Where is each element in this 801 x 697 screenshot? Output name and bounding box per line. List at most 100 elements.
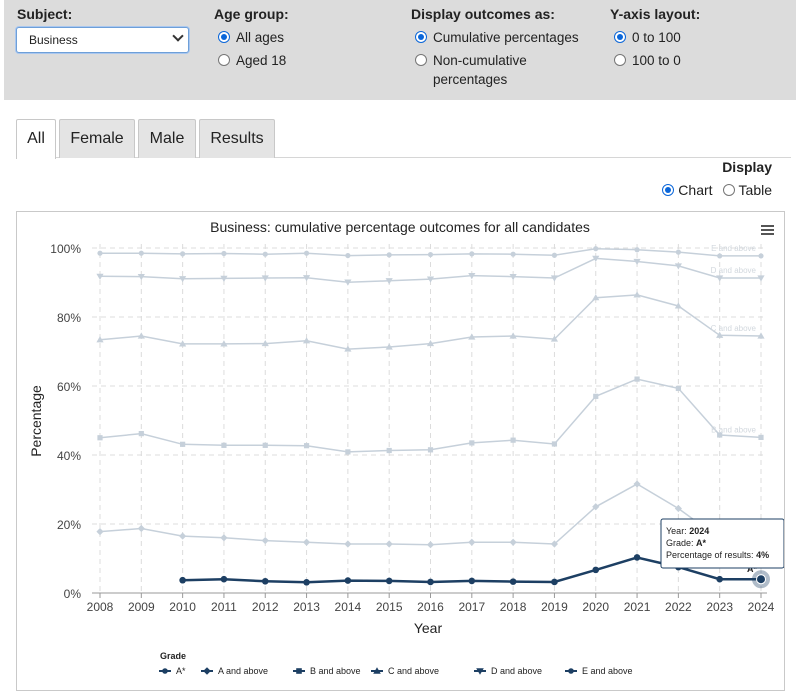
data-point[interactable]	[137, 332, 145, 339]
data-point[interactable]	[469, 440, 475, 446]
data-point[interactable]	[386, 252, 392, 258]
data-point[interactable]	[634, 376, 640, 382]
data-point[interactable]	[344, 540, 352, 548]
data-point[interactable]	[674, 504, 682, 513]
data-point[interactable]	[633, 554, 641, 561]
outcome-option-cumulative[interactable]: Cumulative percentages	[411, 28, 579, 47]
yaxis-option-0-100[interactable]: 0 to 100	[610, 28, 700, 47]
data-point[interactable]	[675, 385, 681, 392]
data-point[interactable]	[592, 566, 600, 574]
data-point[interactable]	[468, 538, 476, 546]
data-point[interactable]	[296, 668, 302, 674]
subject-select[interactable]: Business	[16, 27, 189, 53]
data-point[interactable]	[261, 577, 269, 585]
data-point[interactable]	[717, 253, 723, 259]
data-point[interactable]	[426, 276, 435, 283]
data-point[interactable]	[221, 442, 227, 448]
radio-0-to-100[interactable]	[614, 31, 626, 43]
display-option-table[interactable]: Table	[738, 182, 772, 198]
data-point[interactable]	[427, 251, 434, 258]
radio-100-to-0[interactable]	[614, 54, 626, 66]
data-point[interactable]	[261, 536, 269, 545]
data-point[interactable]	[344, 279, 352, 286]
legend-item[interactable]: E and above	[565, 666, 633, 676]
data-point[interactable]	[509, 332, 517, 339]
data-point[interactable]	[757, 332, 765, 339]
radio-aged-18[interactable]	[218, 54, 230, 66]
data-point[interactable]	[551, 252, 558, 258]
data-point[interactable]	[592, 503, 600, 511]
data-point[interactable]	[344, 577, 352, 584]
data-point[interactable]	[716, 575, 723, 583]
data-point[interactable]	[427, 578, 434, 586]
tab-all[interactable]: All	[16, 119, 56, 159]
data-point[interactable]	[97, 435, 103, 441]
data-point[interactable]	[468, 333, 476, 340]
data-point[interactable]	[675, 249, 681, 255]
radio-noncumulative[interactable]	[415, 54, 427, 66]
data-point[interactable]	[716, 331, 724, 338]
data-point[interactable]	[633, 480, 641, 488]
data-point[interactable]	[220, 340, 228, 347]
data-point[interactable]	[262, 251, 268, 257]
legend-item[interactable]: D and above	[474, 666, 542, 676]
data-point[interactable]	[469, 251, 475, 257]
data-point[interactable]	[179, 340, 187, 347]
data-point[interactable]	[179, 576, 186, 584]
radio-table[interactable]	[722, 184, 735, 196]
data-point[interactable]	[426, 541, 435, 549]
data-point[interactable]	[716, 275, 724, 282]
series-d-and-above[interactable]: D and above	[96, 255, 765, 286]
data-point[interactable]	[550, 275, 559, 282]
data-point[interactable]	[758, 253, 764, 259]
tab-results[interactable]: Results	[199, 119, 275, 158]
data-point[interactable]	[303, 250, 310, 256]
data-point[interactable]	[634, 247, 640, 253]
data-point[interactable]	[162, 668, 168, 674]
data-point[interactable]	[179, 532, 187, 540]
legend-item[interactable]: A*	[159, 666, 186, 676]
data-point[interactable]	[550, 540, 559, 548]
data-point[interactable]	[717, 432, 723, 438]
data-point[interactable]	[758, 434, 764, 441]
data-point[interactable]	[220, 275, 228, 282]
data-point[interactable]	[303, 579, 310, 586]
tab-female[interactable]: Female	[59, 119, 135, 158]
data-point[interactable]	[262, 442, 268, 448]
data-point[interactable]	[261, 339, 269, 347]
data-point[interactable]	[261, 275, 269, 282]
yaxis-option-100-0[interactable]: 100 to 0	[610, 51, 700, 70]
data-point[interactable]	[345, 449, 351, 455]
data-point[interactable]	[385, 540, 393, 548]
data-point[interactable]	[633, 258, 641, 266]
series-b-and-above[interactable]: B and above	[97, 376, 764, 455]
data-point[interactable]	[386, 447, 392, 454]
data-point[interactable]	[302, 538, 311, 546]
data-point[interactable]	[138, 250, 144, 256]
data-point[interactable]	[550, 335, 559, 342]
data-point[interactable]	[303, 443, 310, 449]
radio-cumulative[interactable]	[415, 31, 427, 43]
data-point[interactable]	[757, 275, 765, 282]
legend-item[interactable]: B and above	[293, 666, 361, 676]
data-point[interactable]	[137, 524, 145, 533]
data-point[interactable]	[592, 255, 600, 262]
data-point[interactable]	[510, 437, 516, 443]
data-point[interactable]	[179, 276, 187, 283]
data-point[interactable]	[96, 273, 104, 280]
data-point[interactable]	[385, 278, 393, 285]
data-point[interactable]	[203, 667, 211, 675]
data-point[interactable]	[302, 275, 311, 282]
hovered-point[interactable]	[756, 574, 766, 585]
data-point[interactable]	[138, 431, 144, 437]
data-point[interactable]	[509, 578, 517, 585]
radio-chart[interactable]	[662, 184, 675, 196]
data-point[interactable]	[551, 441, 558, 447]
data-point[interactable]	[551, 578, 558, 586]
data-point[interactable]	[427, 447, 434, 453]
data-point[interactable]	[96, 336, 104, 343]
data-point[interactable]	[568, 668, 574, 674]
data-point[interactable]	[221, 250, 227, 257]
age-option-all[interactable]: All ages	[214, 28, 289, 47]
data-point[interactable]	[385, 577, 393, 585]
